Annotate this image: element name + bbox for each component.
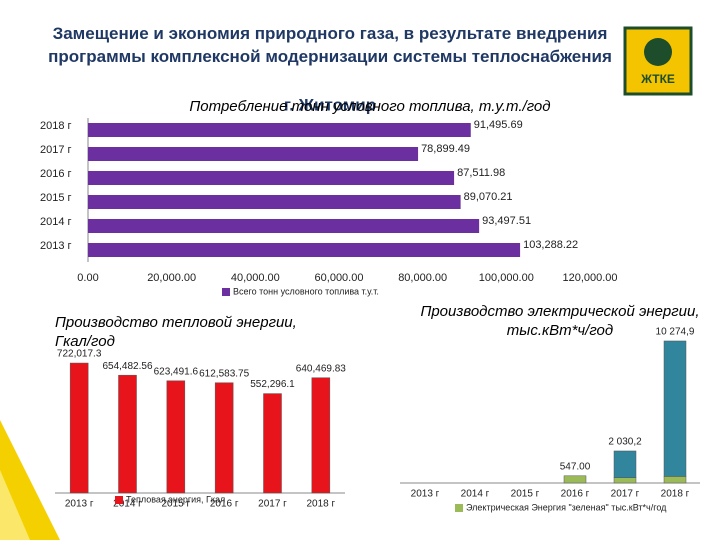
- decoration: [0, 470, 30, 540]
- bar: [88, 195, 461, 209]
- value-label: 654,482.56: [102, 361, 152, 372]
- bar: [88, 219, 480, 233]
- x-tick-label: 20,000.00: [147, 272, 196, 284]
- value-label: 2 030,2: [608, 437, 642, 448]
- y-tick-label: 2015 г: [40, 192, 72, 204]
- logo-emblem: [644, 38, 672, 66]
- y-tick-label: 2016 г: [40, 168, 72, 180]
- legend-swatch: [222, 288, 230, 296]
- x-tick-label: 2016 г: [561, 489, 590, 500]
- value-label: 612,583.75: [199, 368, 249, 379]
- chart-title: тыс.кВт*ч/год: [507, 322, 613, 339]
- value-label: 89,070.21: [464, 191, 513, 203]
- x-tick-label: 2015 г: [511, 489, 540, 500]
- legend-swatch: [115, 496, 123, 504]
- x-tick-label: 60,000.00: [315, 272, 364, 284]
- x-tick-label: 2017 г: [611, 489, 640, 500]
- bar: [88, 123, 471, 137]
- x-tick-label: 2016 г: [210, 499, 239, 510]
- bar: [663, 340, 687, 477]
- legend-label: Тепловая энергия, Гкал: [126, 494, 225, 504]
- bar: [613, 450, 637, 478]
- value-label: 547.00: [560, 461, 591, 472]
- y-tick-label: 2013 г: [40, 240, 72, 252]
- x-tick-label: 0.00: [77, 272, 98, 284]
- legend-label: Всего тонн условного топлива т.у.т.: [233, 286, 379, 296]
- chart-title: Гкал/год: [55, 333, 115, 350]
- logo-text: ЖТКЕ: [640, 72, 675, 86]
- bar: [118, 374, 137, 494]
- bar: [88, 147, 419, 161]
- bar: [166, 380, 186, 494]
- bar: [613, 477, 637, 484]
- city: г. Житомир: [284, 95, 376, 114]
- legend-label: Электрическая Энергия "зеленая" тыс.кВт*…: [466, 502, 667, 512]
- bar: [214, 382, 234, 494]
- chart-title: Производство тепловой энергии,: [55, 314, 297, 331]
- bar: [88, 171, 455, 185]
- value-label: 93,497.51: [482, 215, 531, 227]
- x-tick-label: 2017 г: [258, 499, 287, 510]
- x-tick-label: 2014 г: [461, 489, 490, 500]
- value-label: 722,017.3: [57, 349, 102, 360]
- bar: [563, 475, 587, 484]
- y-tick-label: 2017 г: [40, 144, 72, 156]
- y-tick-label: 2014 г: [40, 216, 72, 228]
- value-label: 78,899.49: [421, 143, 470, 155]
- x-tick-label: 2013 г: [65, 499, 94, 510]
- x-tick-label: 2014 г: [113, 499, 142, 510]
- bar: [69, 362, 89, 494]
- bar: [88, 243, 521, 257]
- value-label: 640,469.83: [296, 363, 346, 374]
- x-tick-label: 100,000.00: [479, 272, 534, 284]
- chart-title: Потребление тонн условного топлива, т.у.…: [189, 98, 550, 115]
- chart-title: Производство электрической энергии,: [420, 303, 699, 320]
- y-tick-label: 2018 г: [40, 120, 72, 132]
- x-tick-label: 2018 г: [306, 499, 335, 510]
- slide-title: Замещение и экономия природного газа, в …: [48, 24, 612, 66]
- x-tick-label: 2015 г: [161, 499, 190, 510]
- bar: [263, 393, 282, 494]
- x-tick-label: 40,000.00: [231, 272, 280, 284]
- value-label: 10 274,9: [656, 327, 695, 338]
- bar: [311, 377, 331, 494]
- bar: [663, 476, 687, 484]
- x-tick-label: 80,000.00: [398, 272, 447, 284]
- x-tick-label: 2018 г: [661, 489, 690, 500]
- legend-swatch: [455, 504, 463, 512]
- value-label: 623,491.6: [154, 366, 199, 377]
- value-label: 91,495.69: [474, 119, 523, 131]
- value-label: 552,296.1: [250, 379, 295, 390]
- value-label: 87,511.98: [457, 167, 505, 179]
- value-label: 103,288.22: [523, 239, 578, 251]
- x-tick-label: 2013 г: [411, 489, 440, 500]
- x-tick-label: 120,000.00: [562, 272, 617, 284]
